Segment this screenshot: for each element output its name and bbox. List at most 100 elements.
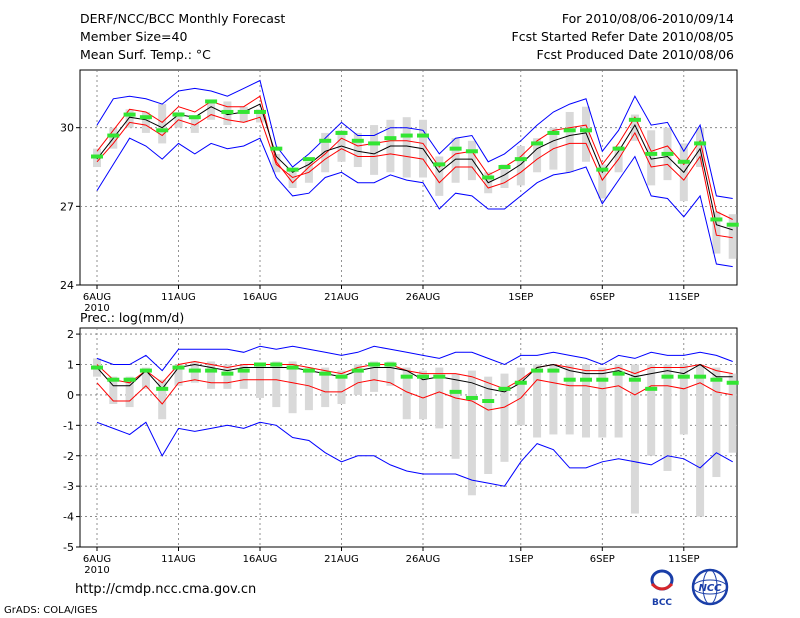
- precip-median-marker: [645, 386, 658, 391]
- precip-median-marker: [482, 399, 495, 403]
- ncc-logo-text: NCC: [698, 583, 722, 594]
- precip-min-line: [96, 421, 733, 487]
- precip-median-marker: [139, 368, 152, 373]
- precip-median-marker: [286, 365, 299, 370]
- temp-spread-box: [533, 138, 542, 173]
- temp-median-marker: [335, 130, 348, 135]
- precip-max-line: [96, 345, 733, 372]
- precip-spread-box: [386, 361, 395, 386]
- temp-median-marker: [123, 112, 136, 117]
- precip-spread-box: [141, 367, 150, 389]
- temp-spread-box: [239, 106, 248, 123]
- temp-median-marker: [270, 146, 283, 151]
- temp-median-marker: [156, 128, 169, 133]
- precip-median-marker: [205, 368, 218, 373]
- grads-credit: GrADS: COLA/IGES: [4, 605, 98, 616]
- precip-median-marker: [107, 377, 120, 382]
- bcc-logo: BCC: [650, 569, 674, 608]
- precip-spread-box: [598, 367, 607, 438]
- precip-median-marker: [514, 380, 527, 385]
- precip-median-marker: [319, 371, 332, 376]
- temp-spread-box: [696, 127, 705, 168]
- bcc-logo-text: BCC: [652, 598, 672, 608]
- precip-median-marker: [123, 377, 136, 382]
- temp-ytick-label: 24: [60, 279, 74, 292]
- precip-spread-box: [435, 367, 444, 429]
- precip-median-marker: [628, 377, 641, 382]
- temp-spread-box: [500, 164, 509, 188]
- precip-spread-box: [353, 364, 362, 395]
- precip-median-marker: [449, 389, 462, 394]
- temp-ytick-label: 27: [60, 200, 74, 213]
- precip-spread-box: [451, 373, 460, 459]
- member-size-label: Member Size=40: [80, 29, 188, 44]
- temp-median-marker: [710, 217, 723, 222]
- temp-median-marker: [254, 109, 266, 114]
- precip-median-marker: [400, 374, 413, 379]
- temp-median-marker: [612, 146, 625, 151]
- temp-median-marker: [498, 165, 511, 170]
- precip-spread-box: [419, 370, 427, 420]
- temp-median-marker: [433, 162, 446, 167]
- precip-panel-label: Prec.: log(mm/d): [80, 310, 184, 325]
- precip-lower-sd-line: [96, 379, 733, 411]
- variable-label: Mean Surf. Temp.: °C: [80, 47, 211, 62]
- precip-median-marker: [188, 368, 201, 373]
- temp-median-marker: [563, 128, 576, 133]
- precip-mean-line: [96, 363, 733, 393]
- temp-xtick-label: 6AUG: [83, 292, 111, 303]
- temp-spread-box: [207, 101, 216, 120]
- temp-median-marker: [319, 138, 332, 143]
- temp-median-marker: [580, 128, 592, 133]
- temp-median-marker: [107, 133, 120, 138]
- precip-spread-box: [728, 373, 737, 453]
- temp-median-marker: [482, 175, 495, 180]
- temp-median-marker: [677, 159, 690, 164]
- precip-spread-box: [239, 364, 248, 389]
- temp-median-marker: [188, 115, 201, 120]
- precip-spread-box: [647, 364, 656, 456]
- precip-xtick-label: 16AUG: [243, 554, 278, 565]
- temp-xtick-label: 1SEP: [508, 292, 533, 303]
- precip-median-marker: [710, 377, 723, 382]
- precip-ytick-label: 1: [67, 359, 74, 372]
- precip-median-marker: [694, 374, 707, 379]
- precip-spread-box: [696, 364, 705, 517]
- precip-median-marker: [531, 368, 544, 373]
- source-url[interactable]: http://cmdp.ncc.cma.gov.cn: [75, 582, 257, 597]
- temp-spread-box: [582, 106, 590, 162]
- precip-spread-box: [174, 364, 183, 386]
- temp-median-marker: [514, 157, 527, 162]
- precip-spread-box: [549, 364, 558, 435]
- precip-year-label: 2010: [84, 565, 109, 576]
- precip-spread-box: [402, 367, 411, 420]
- precip-spread-box: [370, 361, 379, 392]
- precip-xtick-label: 21AUG: [324, 554, 359, 565]
- temp-median-marker: [531, 141, 544, 146]
- precip-ytick-label: -2: [63, 450, 74, 463]
- temp-median-marker: [596, 167, 609, 172]
- temp-median-marker: [286, 167, 299, 172]
- precip-spread-box: [630, 364, 639, 514]
- precip-median-marker: [351, 368, 364, 373]
- temp-median-marker: [221, 109, 234, 114]
- precip-spread-box: [565, 364, 574, 435]
- temp-spread-box: [158, 104, 167, 144]
- precip-median-marker: [384, 362, 397, 367]
- precip-spread-box: [663, 364, 672, 471]
- precip-ytick-label: -4: [63, 511, 74, 524]
- precip-spread-box: [679, 364, 688, 435]
- temp-spread-box: [288, 169, 297, 188]
- temp-spread-box: [435, 156, 444, 196]
- temp-spread-box: [630, 114, 639, 141]
- temp-spread-box: [321, 132, 330, 173]
- precip-median-marker: [302, 368, 315, 373]
- precip-ytick-label: 0: [67, 389, 74, 402]
- precip-median-marker: [596, 377, 609, 382]
- precip-ytick-label: -3: [63, 480, 74, 493]
- temp-median-marker: [661, 151, 674, 156]
- temp-median-marker: [172, 112, 185, 117]
- precip-median-marker: [661, 374, 674, 379]
- temp-mean-line: [96, 103, 733, 231]
- precip-median-marker: [677, 374, 690, 379]
